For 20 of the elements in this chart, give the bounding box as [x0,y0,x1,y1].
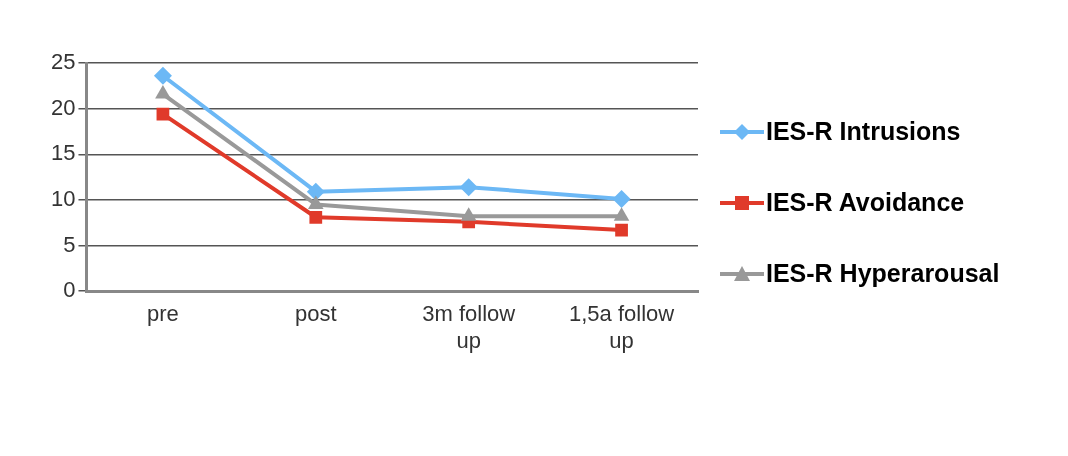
point [459,178,478,197]
y-tick-label: 0 [63,277,76,303]
x-tick-label: 1,5a follow up [568,301,675,353]
legend-label: IES-R Intrusions [766,117,961,146]
x-tick-label: post [295,301,337,327]
y-tick-label: 15 [50,140,76,166]
point [155,85,171,99]
y-tick-label: 25 [50,49,76,75]
legend-label: IES-R Avoidance [766,188,965,217]
y-tick-label: 20 [50,94,76,120]
x-tick-label: 3m follow up [422,301,516,353]
point [309,210,323,224]
point [612,190,631,209]
point [615,223,628,237]
legend-label: IES-R Hyperarousal [766,259,1000,288]
y-tick-label: 5 [63,231,76,257]
point [306,182,325,201]
y-tick-label: 10 [50,185,76,211]
point [153,66,172,85]
x-tick-label: pre [147,301,179,327]
